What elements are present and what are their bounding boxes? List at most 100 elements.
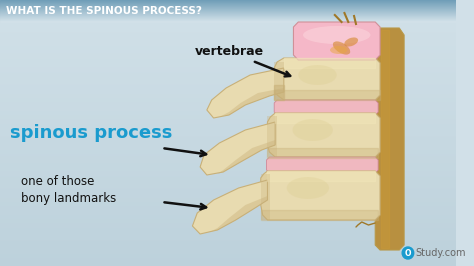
Bar xyxy=(0,78,456,79)
Bar xyxy=(0,73,456,74)
Bar xyxy=(0,171,456,172)
Bar xyxy=(0,261,456,262)
Bar xyxy=(0,243,456,244)
Bar xyxy=(0,213,456,214)
Bar xyxy=(0,265,456,266)
Bar xyxy=(0,111,456,112)
Bar xyxy=(275,113,375,123)
Ellipse shape xyxy=(303,26,370,44)
Bar xyxy=(0,0,456,1)
Bar xyxy=(0,89,456,90)
Text: Study.com: Study.com xyxy=(416,248,466,258)
Bar xyxy=(0,1,456,2)
Bar xyxy=(0,183,456,184)
Bar xyxy=(0,252,456,253)
Bar xyxy=(0,250,456,251)
Bar xyxy=(0,211,456,212)
Bar xyxy=(0,218,456,219)
Bar xyxy=(0,2,456,3)
Bar xyxy=(0,6,456,7)
Bar xyxy=(0,20,456,21)
Bar xyxy=(0,158,456,159)
Bar xyxy=(0,177,456,178)
Polygon shape xyxy=(274,62,284,100)
Bar xyxy=(0,9,456,10)
Bar xyxy=(0,12,456,13)
Bar xyxy=(0,249,456,250)
Bar xyxy=(0,220,456,221)
Bar xyxy=(0,153,456,154)
Bar xyxy=(0,36,456,37)
Bar xyxy=(0,148,456,149)
Bar xyxy=(0,235,456,236)
Bar xyxy=(267,148,378,158)
Bar xyxy=(0,57,456,58)
Bar xyxy=(0,103,456,104)
Bar xyxy=(0,112,456,113)
Polygon shape xyxy=(266,157,378,173)
Bar xyxy=(0,227,456,228)
Text: vertebrae: vertebrae xyxy=(194,45,290,76)
Bar xyxy=(0,251,456,252)
Bar xyxy=(0,242,456,243)
Bar xyxy=(0,71,456,72)
Bar xyxy=(0,88,456,89)
Bar xyxy=(0,141,456,142)
Bar xyxy=(0,185,456,186)
Bar xyxy=(0,134,456,135)
Bar xyxy=(0,32,456,33)
Bar xyxy=(0,60,456,61)
Bar xyxy=(0,51,456,52)
Bar xyxy=(0,259,456,260)
Bar xyxy=(0,44,456,45)
Bar xyxy=(0,132,456,133)
Bar xyxy=(0,10,456,11)
Bar xyxy=(0,170,456,171)
Bar xyxy=(0,49,456,50)
Bar xyxy=(0,13,456,14)
Bar xyxy=(0,210,456,211)
Bar xyxy=(0,75,456,76)
Bar xyxy=(0,2,456,3)
Bar xyxy=(0,203,456,204)
Bar xyxy=(0,6,456,7)
Bar xyxy=(0,107,456,108)
Bar xyxy=(0,169,456,170)
Bar xyxy=(0,131,456,132)
Bar xyxy=(0,58,456,59)
Bar xyxy=(0,98,456,99)
Bar xyxy=(0,199,456,200)
Bar xyxy=(0,124,456,125)
Bar xyxy=(0,105,456,106)
Bar xyxy=(0,248,456,249)
Bar xyxy=(0,82,456,83)
Bar xyxy=(0,17,456,18)
Bar xyxy=(0,255,456,256)
Bar xyxy=(0,87,456,88)
Text: WHAT IS THE SPINOUS PROCESS?: WHAT IS THE SPINOUS PROCESS? xyxy=(6,6,201,16)
Bar xyxy=(0,121,456,122)
Bar xyxy=(0,122,456,123)
Bar xyxy=(0,16,456,17)
Bar xyxy=(0,8,456,9)
Bar xyxy=(0,260,456,261)
Bar xyxy=(0,228,456,229)
Bar xyxy=(0,152,456,153)
Bar xyxy=(0,246,456,247)
Ellipse shape xyxy=(292,119,333,141)
Bar xyxy=(0,28,456,29)
Bar xyxy=(0,85,456,86)
Bar xyxy=(0,93,456,94)
Bar xyxy=(0,142,456,143)
Bar xyxy=(0,215,456,216)
Bar xyxy=(0,113,456,114)
Bar xyxy=(0,11,456,12)
Bar xyxy=(0,162,456,163)
Bar xyxy=(0,13,456,14)
Bar xyxy=(284,58,375,68)
Bar xyxy=(0,35,456,36)
Bar xyxy=(0,31,456,32)
Bar xyxy=(0,42,456,43)
Bar xyxy=(0,16,456,17)
Bar xyxy=(0,174,456,175)
